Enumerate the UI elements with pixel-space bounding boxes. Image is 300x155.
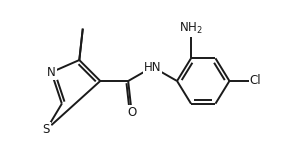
Text: O: O	[127, 106, 136, 119]
Text: HN: HN	[144, 60, 161, 73]
Text: N: N	[47, 66, 56, 79]
Text: NH$_2$: NH$_2$	[179, 21, 203, 36]
Text: S: S	[43, 123, 50, 136]
Text: Cl: Cl	[250, 75, 261, 87]
